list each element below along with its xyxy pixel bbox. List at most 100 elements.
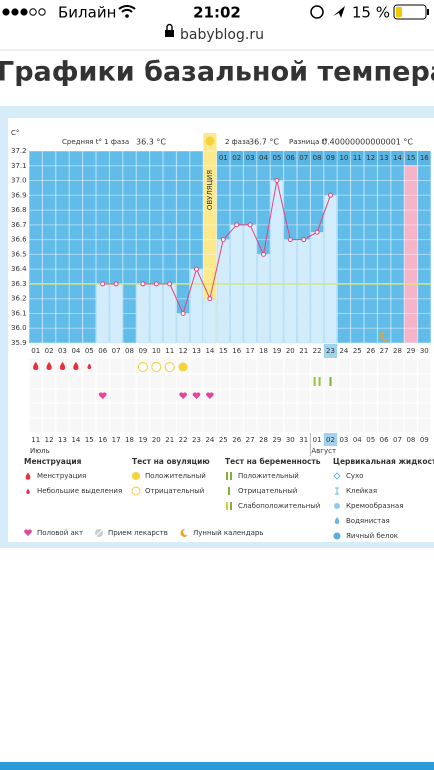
day-label: 20 (286, 347, 295, 355)
temperature-bar (216, 239, 230, 344)
date-label: 01 (313, 436, 322, 444)
date-label: 24 (205, 436, 214, 444)
ovulation-test-positive (178, 362, 188, 372)
date-label: 27 (246, 436, 255, 444)
stats-value: 0.40000000000001 °C (322, 138, 413, 147)
date-label: 08 (406, 436, 415, 444)
legend-item: Половой акт (37, 529, 83, 537)
date-label: 02 (326, 436, 335, 444)
temperature-point (328, 192, 333, 198)
day-label: 21 (299, 347, 308, 355)
temperature-bar (149, 283, 163, 344)
phase-day-label: 06 (286, 154, 295, 162)
ovulation-test-negative (164, 362, 175, 372)
stats-value: 36.3 °C (136, 138, 166, 147)
lock-icon (166, 23, 173, 30)
address-bar[interactable]: babyblog.ru (0, 23, 434, 51)
url[interactable]: babyblog.ru (180, 27, 264, 43)
y-tick-label: 36.5 (11, 250, 27, 258)
y-tick-label: 35.9 (11, 339, 27, 347)
y-axis-label: C° (11, 129, 19, 137)
temperature-bar (257, 254, 270, 344)
legend-icon (24, 529, 32, 536)
date-label: 14 (71, 436, 80, 444)
legend-icon (334, 517, 340, 524)
pregnancy-test-positive (318, 377, 321, 386)
phase-day-cell (391, 151, 404, 165)
day-label: 23 (326, 347, 335, 355)
temperature-bar (324, 195, 337, 344)
date-label: 12 (45, 436, 54, 444)
phase-day-cell (297, 151, 310, 165)
stats-label: Средняя t° 1 фаза (62, 138, 129, 146)
stats-row (216, 133, 431, 150)
y-tick-label: 37.0 (11, 177, 27, 185)
signal-dot (29, 8, 37, 16)
legend-item: Слабоположительный (238, 502, 320, 510)
date-label: 16 (98, 436, 107, 444)
date-label: 30 (286, 436, 295, 444)
ovulation-test-negative (137, 362, 148, 372)
day-label: 24 (339, 347, 348, 355)
today-date-cell (323, 433, 338, 446)
battery-icon (393, 4, 427, 20)
day-label: 19 (272, 347, 281, 355)
phase-day-label: 10 (339, 154, 348, 162)
phase-day-cell (257, 151, 270, 165)
phase-day-label: 08 (313, 154, 322, 162)
phase-day-cell (284, 151, 297, 165)
legend-item: Отрицательный (238, 487, 297, 495)
legend-icon (180, 528, 188, 537)
temperature-bar (176, 313, 190, 344)
day-label: 18 (259, 347, 268, 355)
today-cell (323, 344, 338, 358)
legend-icon (132, 472, 140, 480)
y-tick-label: 36.7 (11, 221, 27, 229)
intercourse-mark (179, 392, 187, 399)
day-label: 15 (219, 347, 228, 355)
date-label: 25 (219, 436, 228, 444)
day-label: 10 (152, 347, 161, 355)
stats-label: Разница t° (289, 138, 328, 146)
signal-dot (11, 8, 19, 16)
day-label: 16 (232, 347, 241, 355)
spotting-mark (87, 363, 92, 370)
menstruation-mark (73, 362, 79, 370)
day-label: 25 (353, 347, 362, 355)
phase-day-label: 15 (406, 154, 415, 162)
day-label: 26 (366, 347, 375, 355)
temperature-point (100, 281, 106, 287)
legend-icon (334, 503, 340, 509)
phase-day-cell (377, 151, 391, 165)
temperature-point (301, 237, 307, 243)
menstruation-mark (59, 362, 66, 370)
phase-day-label: 07 (299, 154, 308, 162)
legend-item: Менструация (37, 472, 86, 480)
phase-day-cell (310, 151, 324, 165)
bottom-bar (0, 762, 434, 770)
date-label: 11 (31, 436, 40, 444)
signal-dot (20, 8, 28, 16)
day-label: 17 (246, 347, 255, 355)
temperature-bar (297, 239, 311, 344)
day-label: 01 (31, 347, 40, 355)
temperature-bar (136, 283, 150, 344)
phase-day-label: 02 (232, 154, 241, 162)
legend-item: Прием лекарств (108, 529, 168, 537)
date-label: 04 (353, 436, 362, 444)
y-tick-label: 36.3 (11, 280, 27, 288)
temperature-bar (310, 231, 324, 344)
day-label: 22 (313, 347, 322, 355)
phase-day-cell (351, 151, 364, 165)
legend-icon (26, 488, 30, 494)
y-tick-label: 37.2 (11, 147, 27, 155)
month-label: Июль (30, 447, 50, 455)
temperature-point (153, 281, 159, 287)
temperature-point (194, 266, 199, 272)
temperature-point (261, 251, 266, 257)
y-tick-label: 36.8 (11, 206, 27, 214)
rotation-lock-icon (310, 5, 324, 19)
temperature-point (167, 281, 173, 287)
temperature-bar (203, 298, 217, 344)
